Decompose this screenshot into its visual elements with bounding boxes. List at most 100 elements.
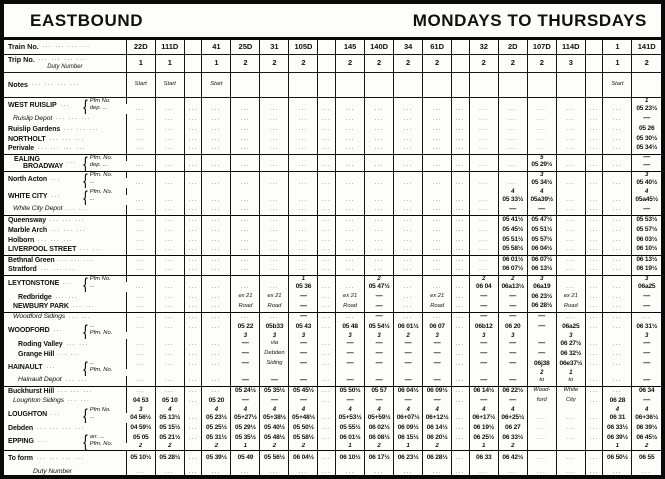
cell-gap-12: ... — [451, 376, 470, 386]
cell-61D — [422, 274, 452, 282]
cell-107D: 05 29½ — [526, 161, 557, 171]
cell-34: ... — [393, 161, 423, 171]
cell-140D: ... — [364, 205, 394, 215]
row-ruislip-depot: Ruislip Depot... ... ...................… — [4, 114, 661, 124]
cell-140D: — — [364, 311, 394, 322]
cell-gap-7: ... — [317, 178, 336, 188]
cell-141D: — — [631, 349, 661, 359]
cell-25D — [230, 188, 260, 195]
cell-gap-2: ... — [183, 225, 202, 235]
cell-gap-7: ... — [317, 423, 336, 433]
cell-32: ... — [468, 195, 499, 205]
cell-141D: 06 45½ — [631, 433, 661, 443]
cell-gap-7: ... — [317, 114, 336, 124]
cell-140D: — — [364, 302, 394, 312]
station-label-grange-hill: Grange Hill... ... — [4, 349, 126, 359]
cell-61D: ... — [422, 178, 452, 188]
cell-gap-17 — [584, 40, 603, 55]
cell-34: — — [393, 396, 423, 406]
cell-25D: ... — [230, 245, 260, 255]
cell-105D — [288, 188, 318, 195]
sub-labels: Pfm No. dep. ... — [89, 98, 111, 112]
cell-114D: ... — [555, 449, 586, 466]
cell-gap-17: ... — [584, 292, 603, 302]
row-northolt: NORTHOLT... ... ........................… — [4, 134, 661, 144]
cell-gap-2: ... — [183, 195, 202, 205]
cell-141D: — — [631, 161, 661, 171]
cell-105D — [288, 369, 318, 376]
cell-32: 4 — [468, 406, 499, 413]
cell-107D — [526, 72, 557, 98]
station-name: Debden — [8, 424, 34, 432]
cell-31: ... — [259, 265, 289, 275]
cell-141D: 06+36½ — [631, 413, 661, 423]
cell-2D: ... — [497, 466, 528, 475]
cell-1: ... — [602, 349, 632, 359]
cell-2D: 05 51½ — [497, 235, 528, 245]
sub-labels: Pfm. No.... — [89, 172, 113, 186]
cell-gap-17: ... — [584, 144, 603, 154]
cell-25D: ... — [230, 144, 260, 154]
cell-34: 06 04½ — [393, 385, 423, 396]
row-white-city: ........................................… — [4, 195, 661, 205]
sub-labels: Pfm No.... — [89, 276, 111, 290]
cell-145: — — [335, 349, 365, 359]
cell-gap-17 — [584, 443, 603, 450]
cell-gap-12: ... — [451, 449, 470, 466]
cell-31: ... — [259, 104, 289, 114]
cell-1: ... — [602, 124, 632, 134]
cell-gap-7 — [317, 40, 336, 55]
cell-gap-12: ... — [451, 195, 470, 205]
cell-25D: 1 — [230, 443, 260, 450]
cell-22D: ... — [125, 214, 156, 225]
cell-gap-12: ... — [451, 245, 470, 255]
cell-25D: 25D — [230, 40, 260, 55]
cell-41: ... — [201, 339, 231, 349]
cell-gap-7: ... — [317, 466, 336, 475]
cell-1 — [602, 188, 632, 195]
cell-114D — [555, 170, 586, 178]
cell-32: — — [468, 302, 499, 312]
cell-145: 05 48 — [335, 322, 365, 332]
cell-145: Road — [335, 302, 365, 312]
cell-61D: 06+12½ — [422, 413, 452, 423]
station-label-hainault: HAINAULT... {... Pfm. No. — [4, 359, 126, 376]
cell-107D: — — [526, 339, 557, 349]
leader-dots: ... — [51, 177, 61, 183]
cell-114D — [555, 72, 586, 98]
cell-1: ... — [602, 195, 632, 205]
cell-41: ... — [201, 104, 231, 114]
cell-32: 1 — [468, 443, 499, 450]
cell-107D: 107D — [526, 40, 557, 55]
cell-32: ... — [468, 235, 499, 245]
cell-gap-2: ... — [183, 178, 202, 188]
cell-gap-7: ... — [317, 254, 336, 265]
cell-114D: Road — [555, 302, 586, 312]
cell-141D: 3 — [631, 274, 661, 282]
cell-111D: ... — [154, 385, 185, 396]
station-name: LIVERPOOL STREET — [8, 246, 77, 254]
cell-gap-17: ... — [584, 161, 603, 171]
cell-141D: — — [631, 153, 661, 161]
cell-140D: — — [364, 292, 394, 302]
cell-gap-2 — [183, 54, 202, 73]
cell-2D: — — [497, 311, 528, 322]
cell-gap-2: ... — [183, 466, 202, 475]
cell-145: ... — [335, 466, 365, 475]
cell-25D — [230, 72, 260, 98]
cell-gap-17: ... — [584, 124, 603, 134]
cell-61D: 06 20½ — [422, 433, 452, 443]
row-trip-no: Trip No.... ... ... ... Duty Number 1 1 1 2 2 2… — [4, 54, 661, 73]
row-loughton-dep: 04 56½ 05 13½... 05 23½ 05+27½ 05+38½ 05+48½.… — [4, 413, 661, 423]
row-train-no: Train No.... ... ... ... 22D 111D 41 25D 31 10… — [4, 40, 661, 55]
cell-gap-2: ... — [183, 385, 202, 396]
leader-dots: ... ... — [69, 314, 92, 320]
cell-1 — [602, 170, 632, 178]
cell-32 — [468, 72, 499, 98]
leader-dots: ... ... — [58, 351, 81, 357]
cell-61D: — — [422, 396, 452, 406]
cell-2D — [497, 170, 528, 178]
cell-gap-2: ... — [183, 359, 202, 369]
cell-145: 05 55½ — [335, 423, 365, 433]
